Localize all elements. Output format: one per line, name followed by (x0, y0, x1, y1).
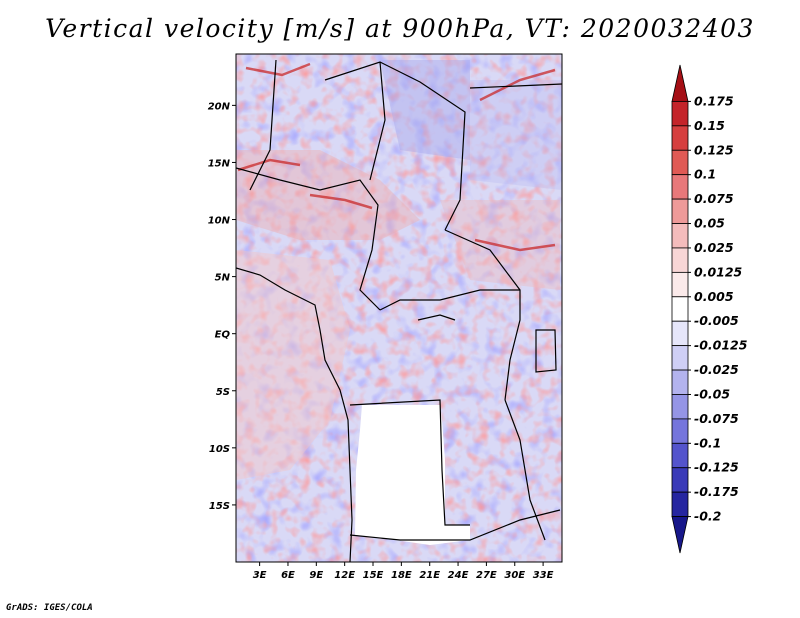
lon-tick-label: 21E (419, 570, 440, 581)
colorbar-label: 0.0125 (694, 264, 743, 279)
colorbar-label: 0.1 (694, 167, 716, 182)
lon-tick-label: 6E (281, 570, 295, 581)
colorbar-label: -0.1 (694, 435, 721, 450)
colorbar-swatch (671, 467, 689, 493)
colorbar-swatch (671, 516, 689, 554)
lon-tick-label: 33E (533, 570, 554, 581)
colorbar-label: -0.005 (694, 313, 739, 328)
colorbar-label: 0.025 (694, 240, 734, 255)
colorbar-swatch (671, 198, 689, 224)
colorbar-label: 0.075 (694, 191, 734, 206)
latitude-axis: 20N 15N 10N 5N EQ 5S 10S 15S (208, 101, 236, 512)
colorbar-label: 0.15 (694, 118, 725, 133)
colorbar-label: -0.05 (694, 386, 730, 401)
lat-tick-label: 10S (209, 444, 230, 455)
lat-tick-label: 15S (209, 501, 230, 512)
colorbar-label: -0.2 (694, 509, 721, 524)
colorbar-swatch (671, 369, 689, 395)
colorbar-swatch (671, 442, 689, 469)
colorbar-label: 0.005 (694, 289, 734, 304)
colorbar-label: -0.025 (694, 362, 739, 377)
colorbar-swatch (671, 223, 689, 249)
lat-tick-label: 5N (215, 273, 231, 284)
lon-tick-label: 30E (504, 570, 525, 581)
colorbar-swatch (671, 491, 689, 517)
lat-tick-label: 5S (216, 387, 230, 398)
colorbar-label: 0.05 (694, 216, 725, 231)
lat-tick-label: 15N (208, 158, 231, 169)
colorbar-label: 0.125 (694, 142, 734, 157)
colorbar-swatch (671, 320, 689, 347)
colorbar-swatch (671, 64, 689, 102)
colorbar-swatch (671, 101, 689, 127)
velocity-field (236, 54, 562, 562)
lon-tick-label: 27E (476, 570, 497, 581)
colorbar-swatch (671, 418, 689, 444)
colorbar-label: -0.125 (694, 460, 739, 475)
colorbar-label: -0.075 (694, 411, 739, 426)
lon-tick-label: 12E (334, 570, 355, 581)
map-frame (235, 53, 563, 563)
lat-tick-label: 20N (208, 101, 231, 112)
colorbar-swatch (671, 149, 689, 176)
colorbar-label: -0.0125 (694, 338, 748, 353)
lon-tick-label: 24E (448, 570, 469, 581)
colorbar-label: 0.175 (694, 93, 734, 108)
credit-text: GrADS: IGES/COLA (6, 603, 93, 613)
lon-tick-label: 9E (309, 570, 323, 581)
colorbar-swatch (671, 271, 689, 298)
colorbar-swatch (671, 125, 689, 151)
colorbar-swatch (671, 345, 689, 371)
colorbar-label: -0.175 (694, 484, 739, 499)
lon-tick-label: 18E (391, 570, 412, 581)
lon-tick-label: 3E (253, 570, 267, 581)
lat-tick-label: EQ (215, 330, 231, 341)
map-title: Vertical velocity [m/s] at 900hPa, VT: 2… (45, 14, 755, 43)
longitude-axis: 3E 6E 9E 12E 15E 18E 21E 24E 27E 30E 33E (253, 562, 554, 581)
colorbar-swatch (671, 394, 689, 420)
lon-tick-label: 15E (363, 570, 384, 581)
colorbar-swatch (671, 247, 689, 273)
colorbar: 0.175 0.15 0.125 0.1 0.075 0.05 0.025 0.0125 0.0… (671, 64, 748, 554)
colorbar-swatch (671, 174, 689, 200)
colorbar-swatch (671, 296, 689, 322)
lat-tick-label: 10N (208, 216, 231, 227)
